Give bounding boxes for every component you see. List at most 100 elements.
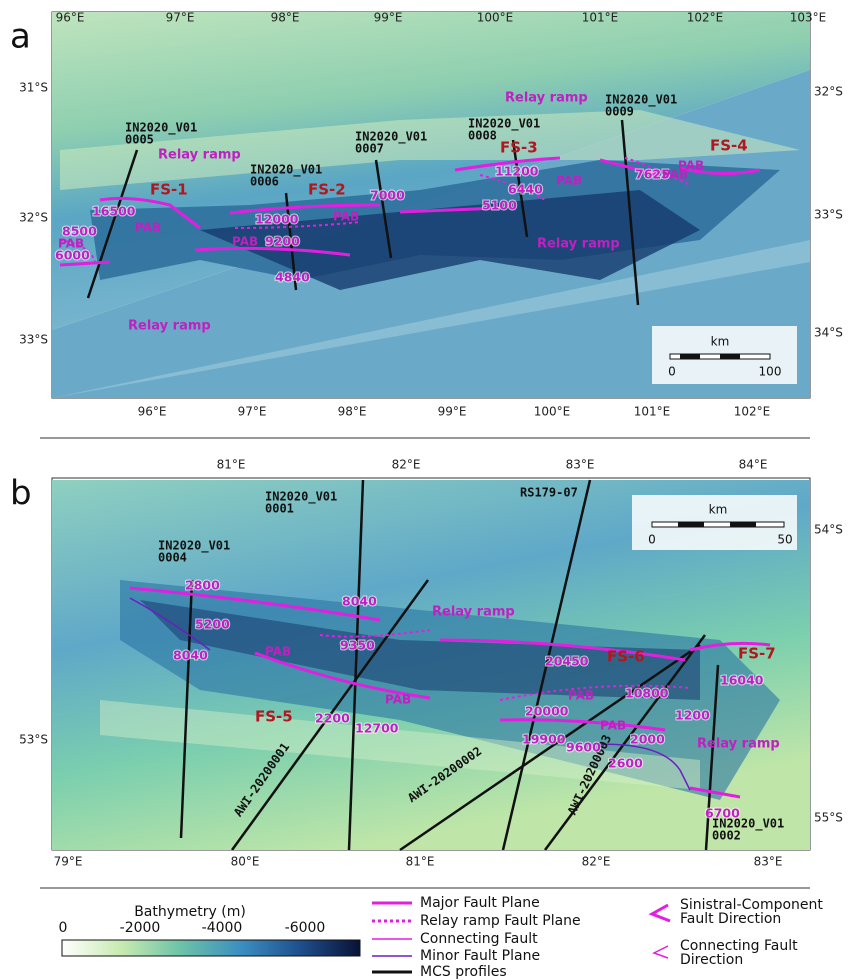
fs-label: FS-5	[255, 708, 293, 726]
sb-label: km	[709, 503, 728, 517]
relay-label: Relay ramp	[537, 237, 620, 252]
pab-label: PAB	[385, 693, 411, 707]
num-label: 9600	[566, 740, 601, 755]
num-label: 2600	[608, 756, 643, 771]
leg-label: Major Fault Plane	[420, 895, 540, 911]
prof-label: 0004	[158, 551, 187, 565]
lon-label: 96°E	[138, 405, 167, 419]
pab-label: PAB	[135, 221, 161, 235]
pab-label: PAB	[333, 210, 359, 224]
relay-label: Relay ramp	[128, 319, 211, 334]
lon-label: 99°E	[374, 11, 403, 25]
num-label: 20450	[545, 654, 589, 669]
num-label: 8040	[342, 594, 377, 609]
sb-label: 50	[777, 533, 792, 547]
lat-label: 32°S	[19, 211, 48, 225]
num-label: 16500	[92, 204, 136, 219]
sb-label: km	[711, 335, 730, 349]
lon-label: 103°E	[790, 11, 827, 25]
lon-label: 82°E	[392, 458, 421, 472]
num-label: 5100	[482, 198, 517, 213]
prof-label: 0009	[605, 105, 634, 119]
num-label: 11200	[495, 164, 539, 179]
num-label: 2200	[315, 711, 350, 726]
prof-label: 0008	[468, 129, 497, 143]
lon-label: 96°E	[56, 11, 85, 25]
lon-label: 83°E	[754, 855, 783, 869]
big-label: b	[10, 474, 32, 514]
leg-label: Relay ramp Fault Plane	[420, 913, 581, 929]
prof-label: 0002	[712, 829, 741, 843]
lon-label: 101°E	[582, 11, 619, 25]
lat-label: 33°S	[814, 208, 843, 222]
sb-label: 0	[648, 533, 656, 547]
pab-label: PAB	[600, 719, 626, 733]
lon-label: 97°E	[238, 405, 267, 419]
lon-label: 102°E	[687, 11, 724, 25]
pab-label: PAB	[556, 174, 582, 188]
prof-label: 0001	[265, 502, 294, 516]
leg-label: -4000	[202, 920, 243, 936]
lon-label: 83°E	[566, 458, 595, 472]
leg-label: Fault Direction	[680, 911, 781, 927]
num-label: 7000	[370, 188, 405, 203]
lon-label: 101°E	[634, 405, 671, 419]
fs-label: FS-1	[150, 181, 188, 199]
lat-label: 54°S	[814, 523, 843, 537]
lon-label: 82°E	[582, 855, 611, 869]
num-label: 4840	[275, 270, 310, 285]
fs-label: FS-4	[710, 137, 748, 155]
lon-label: 79°E	[54, 855, 83, 869]
pab-label: PAB	[232, 235, 258, 249]
pab-label: PAB	[265, 645, 291, 659]
relay-label: Relay ramp	[432, 605, 515, 620]
num-label: 2800	[185, 578, 220, 593]
lon-label: 100°E	[477, 11, 514, 25]
num-label: 12000	[255, 212, 299, 227]
num-label: 16040	[720, 673, 764, 688]
leg-label: Connecting Fault	[420, 931, 538, 947]
lon-label: 81°E	[217, 458, 246, 472]
num-label: 9200	[265, 234, 300, 249]
fs-label: FS-7	[738, 645, 776, 663]
figure: ab96°E97°E98°E99°E100°E101°E102°E103°E96…	[0, 0, 856, 980]
prof-label: 0005	[125, 133, 154, 147]
colorbar	[62, 940, 360, 956]
lon-label: 100°E	[534, 405, 571, 419]
num-label: 20000	[525, 704, 569, 719]
prof-label: 0007	[355, 142, 384, 156]
lat-label: 53°S	[19, 733, 48, 747]
num-label: 8040	[173, 648, 208, 663]
lon-label: 97°E	[166, 11, 195, 25]
scale-bar-b	[652, 522, 784, 527]
sb-label: 100	[759, 365, 782, 379]
num-label: 12700	[355, 721, 399, 736]
pab-label: PAB	[568, 689, 594, 703]
fs-label: FS-6	[607, 648, 645, 666]
fs-label: FS-2	[308, 181, 346, 199]
scale-bar-a	[670, 354, 770, 359]
relay-label: Relay ramp	[697, 737, 780, 752]
leg-label: -6000	[285, 920, 326, 936]
lon-label: 99°E	[438, 405, 467, 419]
leg-label: Minor Fault Plane	[420, 948, 540, 964]
lon-label: 98°E	[338, 405, 367, 419]
num-label: 1200	[675, 708, 710, 723]
legend-arrows	[652, 905, 670, 958]
lon-label: 80°E	[231, 855, 260, 869]
sb-label: 0	[668, 365, 676, 379]
pab-label: PAB	[678, 159, 704, 173]
relay-label: Relay ramp	[505, 91, 588, 106]
num-label: 10800	[625, 686, 669, 701]
leg-label: 0	[59, 920, 68, 936]
lon-label: 81°E	[406, 855, 435, 869]
lat-label: 34°S	[814, 326, 843, 340]
leg-label: MCS profiles	[420, 964, 507, 980]
lon-label: 102°E	[734, 405, 771, 419]
leg-label: Bathymetry (m)	[134, 904, 246, 920]
num-label: 6700	[705, 806, 740, 821]
lat-label: 31°S	[19, 81, 48, 95]
lon-label: 98°E	[271, 11, 300, 25]
lat-label: 33°S	[19, 333, 48, 347]
leg-label: Direction	[680, 952, 743, 968]
